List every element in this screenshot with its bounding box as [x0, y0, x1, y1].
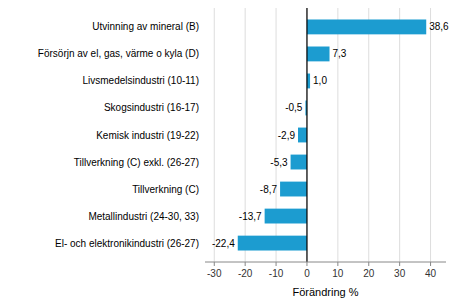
tick-label: 40 — [425, 268, 437, 279]
bar — [280, 182, 307, 197]
tick-mark — [337, 262, 338, 266]
data-label: -5,3 — [270, 157, 288, 168]
category-label: Utvinning av mineral (B) — [92, 21, 199, 32]
tick-label: 0 — [304, 268, 310, 279]
data-label: -22,4 — [212, 238, 235, 249]
grid-line — [368, 8, 369, 262]
data-labels: -22,4 -13,7 -8,7 -5,3 -2,9 -0,5 1,0 7,3 38,6 — [212, 21, 449, 248]
grid-line — [337, 8, 338, 262]
grid-line — [214, 8, 215, 262]
data-label: -13,7 — [239, 211, 262, 222]
tick-mark — [276, 262, 277, 266]
chart: -30 -20 -10 0 10 20 30 40 Förändring % El- och el… — [0, 0, 453, 302]
category-label: Skogsindustri (16-17) — [104, 102, 199, 113]
category-label: Tillverkning (C) exkl. (26-27) — [74, 157, 199, 168]
category-label: Livsmedelsindustri (10-11) — [82, 75, 199, 86]
tick-label: 10 — [332, 268, 344, 279]
category-label: Tillverkning (C) — [132, 184, 199, 195]
chart-container: -30 -20 -10 0 10 20 30 40 Förändring % El- och el… — [0, 0, 453, 302]
data-label: 7,3 — [333, 48, 347, 59]
x-axis-line — [205, 262, 446, 263]
tick-mark — [214, 262, 215, 266]
tick-label: 20 — [363, 268, 375, 279]
tick-mark — [399, 262, 400, 266]
data-label: -0,5 — [285, 102, 303, 113]
bar — [307, 19, 426, 34]
data-label: -8,7 — [260, 184, 278, 195]
grid-line — [399, 8, 400, 262]
grid-line — [430, 8, 431, 262]
tick-mark — [368, 262, 369, 266]
grid-line — [306, 8, 307, 262]
x-axis-label: Förändring % — [292, 286, 358, 298]
data-label: -2,9 — [278, 130, 296, 141]
tick-mark — [306, 262, 307, 266]
x-axis: -30 -20 -10 0 10 20 30 40 — [207, 262, 437, 279]
bar — [291, 155, 307, 170]
tick-label: 30 — [394, 268, 406, 279]
category-label: Försörjn av el, gas, värme o kyla (D) — [38, 48, 199, 59]
tick-label: -30 — [207, 268, 222, 279]
category-label: Kemisk industri (19-22) — [96, 130, 199, 141]
data-label: 38,6 — [429, 21, 449, 32]
zero-line — [306, 8, 307, 262]
data-label: 1,0 — [313, 75, 327, 86]
category-label: Metallindustri (24-30, 33) — [88, 211, 199, 222]
y-axis: El- och elektronikindustri (26-27) Metall… — [38, 21, 199, 248]
category-label: El- och elektronikindustri (26-27) — [55, 238, 199, 249]
bar — [265, 209, 307, 224]
bar — [298, 128, 307, 143]
tick-label: -10 — [269, 268, 284, 279]
bars — [238, 19, 426, 250]
bar — [307, 47, 330, 62]
grid-line — [276, 8, 277, 262]
tick-label: -20 — [238, 268, 253, 279]
grid-line — [245, 8, 246, 262]
tick-mark — [430, 262, 431, 266]
tick-mark — [245, 262, 246, 266]
grid — [214, 8, 430, 262]
bar — [238, 236, 307, 251]
